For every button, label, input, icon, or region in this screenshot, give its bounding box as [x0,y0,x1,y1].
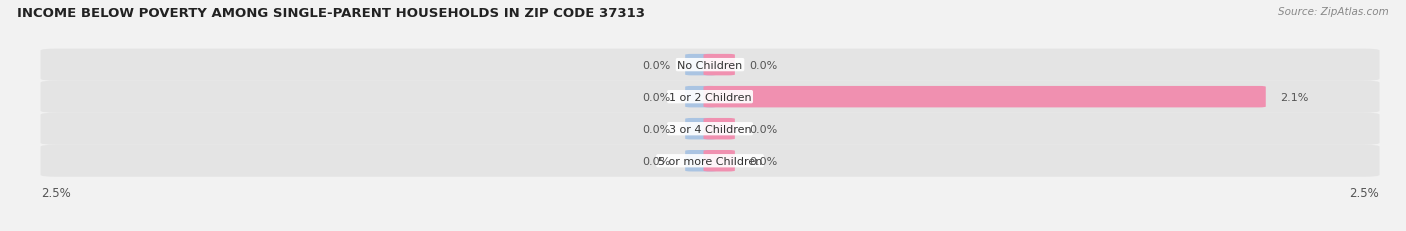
FancyBboxPatch shape [703,119,735,140]
Text: 0.0%: 0.0% [643,92,671,102]
FancyBboxPatch shape [685,87,717,108]
Text: 2.1%: 2.1% [1279,92,1309,102]
FancyBboxPatch shape [703,87,1265,108]
Text: 0.0%: 0.0% [643,124,671,134]
FancyBboxPatch shape [685,55,717,76]
Text: No Children: No Children [678,60,742,70]
FancyBboxPatch shape [41,81,1379,113]
FancyBboxPatch shape [685,150,717,172]
Text: 0.0%: 0.0% [643,156,671,166]
Text: 3 or 4 Children: 3 or 4 Children [669,124,751,134]
Text: 5 or more Children: 5 or more Children [658,156,762,166]
FancyBboxPatch shape [703,150,735,172]
FancyBboxPatch shape [685,119,717,140]
FancyBboxPatch shape [41,145,1379,177]
FancyBboxPatch shape [41,113,1379,145]
Text: 0.0%: 0.0% [643,60,671,70]
Text: 0.0%: 0.0% [749,60,778,70]
FancyBboxPatch shape [41,49,1379,81]
FancyBboxPatch shape [703,55,735,76]
Text: INCOME BELOW POVERTY AMONG SINGLE-PARENT HOUSEHOLDS IN ZIP CODE 37313: INCOME BELOW POVERTY AMONG SINGLE-PARENT… [17,7,645,20]
Text: 0.0%: 0.0% [749,156,778,166]
Text: 0.0%: 0.0% [749,124,778,134]
Text: Source: ZipAtlas.com: Source: ZipAtlas.com [1278,7,1389,17]
Text: 1 or 2 Children: 1 or 2 Children [669,92,751,102]
